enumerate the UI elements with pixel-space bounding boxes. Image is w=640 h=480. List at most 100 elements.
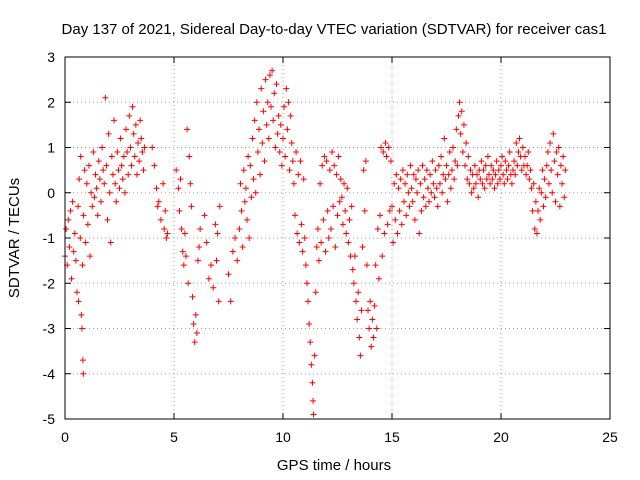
data-point <box>486 171 493 178</box>
data-point <box>333 171 340 178</box>
data-point <box>363 262 370 269</box>
data-point <box>309 379 316 386</box>
data-point <box>428 189 435 196</box>
data-point <box>269 67 276 74</box>
data-point <box>281 103 288 110</box>
data-point <box>466 180 473 187</box>
data-point <box>287 112 294 119</box>
data-point <box>140 167 147 174</box>
data-point <box>308 361 315 368</box>
data-point <box>87 253 94 260</box>
data-point <box>541 176 548 183</box>
data-point <box>355 289 362 296</box>
y-tick-label: -2 <box>43 275 56 291</box>
data-point <box>252 189 259 196</box>
data-point <box>320 216 327 223</box>
data-point <box>338 194 345 201</box>
data-point <box>109 171 116 178</box>
data-point <box>331 162 338 169</box>
data-point <box>395 185 402 192</box>
data-point <box>306 320 313 327</box>
data-point <box>439 189 446 196</box>
data-point <box>339 221 346 228</box>
data-point <box>323 158 330 165</box>
data-point <box>450 144 457 151</box>
data-point <box>303 280 310 287</box>
data-point <box>257 171 264 178</box>
data-point <box>502 158 509 165</box>
data-point <box>289 158 296 165</box>
data-point <box>402 180 409 187</box>
data-point <box>135 139 142 146</box>
data-point <box>283 85 290 92</box>
data-point <box>305 298 312 305</box>
data-point <box>387 158 394 165</box>
data-point <box>490 167 497 174</box>
data-point <box>368 343 375 350</box>
data-point <box>280 135 286 142</box>
data-point <box>236 225 243 232</box>
data-point <box>436 180 443 187</box>
data-point <box>79 325 86 332</box>
data-point <box>256 126 263 133</box>
data-point <box>111 117 118 124</box>
data-point <box>550 130 557 137</box>
data-point <box>263 121 270 128</box>
data-point <box>529 207 536 214</box>
data-point <box>245 153 252 160</box>
data-point <box>104 216 111 223</box>
data-point <box>367 298 374 305</box>
data-point <box>121 189 128 196</box>
data-point <box>307 339 314 346</box>
data-point <box>548 167 555 174</box>
data-point <box>120 153 127 160</box>
data-point <box>326 167 333 174</box>
data-point <box>455 112 462 119</box>
data-point <box>162 207 169 214</box>
data-point <box>478 158 485 165</box>
data-point <box>475 194 482 201</box>
data-point <box>379 253 386 260</box>
data-point <box>66 244 73 251</box>
data-point <box>73 289 80 296</box>
data-point <box>234 257 241 264</box>
data-point <box>390 239 397 246</box>
data-point <box>175 185 182 192</box>
data-point <box>444 198 451 205</box>
data-point <box>457 130 464 137</box>
data-point <box>317 180 324 187</box>
data-point <box>557 162 564 169</box>
data-point <box>538 189 545 196</box>
data-point <box>504 176 511 183</box>
data-point <box>274 130 281 137</box>
data-point <box>181 230 188 237</box>
data-point <box>318 239 325 246</box>
data-point <box>433 185 440 192</box>
data-point <box>76 176 83 183</box>
data-point <box>370 334 377 341</box>
x-axis-label: GPS time / hours <box>277 457 391 474</box>
data-point <box>70 248 77 255</box>
data-point <box>361 207 368 214</box>
data-point <box>481 185 488 192</box>
data-point <box>329 149 336 156</box>
data-point <box>272 144 279 151</box>
data-point <box>151 162 158 169</box>
data-point <box>188 203 195 210</box>
data-point <box>273 81 280 88</box>
data-point <box>113 198 120 205</box>
data-point <box>447 185 454 192</box>
data-point <box>189 293 196 300</box>
data-point <box>398 221 405 228</box>
data-point <box>487 180 494 187</box>
data-point <box>344 185 351 192</box>
data-point <box>301 235 308 241</box>
data-point <box>177 176 184 183</box>
data-point <box>489 176 496 183</box>
data-point <box>400 198 407 205</box>
data-point <box>551 158 558 165</box>
data-point <box>386 207 393 214</box>
data-point <box>129 103 136 110</box>
data-point <box>123 126 130 133</box>
data-point <box>556 203 563 210</box>
